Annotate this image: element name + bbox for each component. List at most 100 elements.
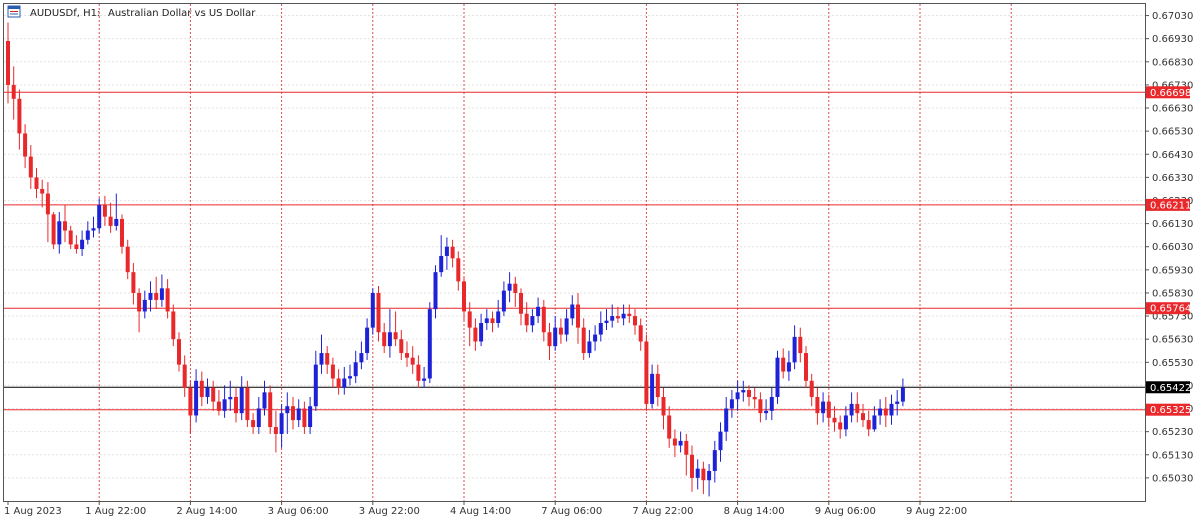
candle-body (644, 341, 649, 404)
candle (302, 401, 307, 434)
candle (536, 297, 541, 324)
y-tick-label: 0.65230 (1152, 427, 1193, 438)
candle-body (137, 292, 142, 312)
candle-body (11, 84, 16, 99)
candle-body (501, 290, 506, 312)
candle (866, 410, 871, 437)
candle-body (712, 450, 717, 471)
candle (804, 346, 808, 388)
candle-body (370, 292, 375, 328)
candle-body (108, 216, 113, 226)
grid-layer (4, 15, 1145, 479)
candle (843, 406, 848, 437)
candle (707, 464, 712, 497)
candle-body (285, 406, 290, 414)
candle-body (405, 353, 409, 358)
candle-body (325, 353, 330, 365)
candle (365, 318, 370, 360)
candle (165, 279, 170, 319)
candle-body (216, 401, 221, 411)
candle (353, 350, 358, 384)
candle-body (467, 311, 472, 328)
candle-body (729, 399, 734, 409)
candle (80, 230, 85, 256)
price-level-tag-label: 0.65422 (1150, 383, 1191, 394)
candle (519, 288, 523, 326)
candle-body (718, 431, 723, 451)
candle (627, 304, 632, 324)
candle (701, 461, 706, 495)
candle (484, 309, 489, 330)
candle-body (615, 316, 620, 319)
candle-body (826, 401, 831, 418)
candle-body (804, 353, 808, 381)
candle-body (581, 327, 586, 354)
instrument-icon[interactable] (7, 5, 21, 18)
candle-body (23, 133, 28, 157)
candle (108, 202, 113, 233)
plot-frame (3, 3, 1146, 502)
candle-body (427, 309, 432, 379)
candle (758, 392, 763, 423)
candle-body (855, 403, 860, 414)
candle (490, 311, 495, 333)
x-tick-label: 1 Aug 2023 (4, 506, 62, 517)
candle (222, 385, 227, 418)
candle-body (895, 401, 900, 404)
candle-body (57, 221, 62, 245)
candle-body (889, 403, 894, 416)
level-labels-layer: 0.66698 0.66211 0.65764 0.65422 0.65325 (1146, 86, 1191, 416)
candle-body (205, 387, 210, 397)
candle (376, 286, 381, 342)
candle-body (433, 272, 438, 310)
price-level-tag-bg (1146, 403, 1190, 416)
candle (28, 145, 33, 189)
candle (23, 124, 28, 169)
candle (405, 341, 409, 367)
candle-body (832, 417, 837, 423)
x-axis: 1 Aug 2023 1 Aug 22:00 2 Aug 14:00 3 Aug 06… (4, 501, 967, 517)
x-tick-label: 7 Aug 22:00 (632, 506, 693, 517)
candle (148, 281, 153, 312)
candle (496, 299, 501, 328)
candle-body (245, 387, 250, 421)
candle-body (479, 323, 484, 342)
candle (644, 334, 649, 411)
candle-body (376, 292, 381, 333)
candle (895, 390, 900, 416)
candle-body (672, 438, 677, 446)
candle (764, 399, 769, 421)
candle-body (416, 364, 421, 381)
candle (456, 251, 461, 291)
candle (427, 302, 432, 384)
candle-body (530, 316, 535, 326)
candle (718, 422, 723, 462)
candle-body (701, 468, 706, 481)
candle (849, 392, 854, 423)
candle (182, 355, 187, 397)
candle-body (650, 373, 655, 404)
candle (17, 89, 22, 150)
candle (462, 276, 466, 321)
candle-body (775, 357, 780, 397)
candle (450, 239, 455, 268)
price-level-tag-label: 0.65764 (1150, 304, 1191, 315)
candle-body (239, 387, 244, 414)
candle-body (883, 408, 888, 416)
candle-body (211, 387, 216, 402)
candles-layer (6, 22, 905, 497)
candle (97, 198, 102, 233)
candle-body (154, 292, 159, 300)
candle (507, 272, 512, 303)
candle-body (410, 357, 415, 365)
y-tick-label: 0.66830 (1152, 57, 1193, 68)
x-tick-label: 7 Aug 06:00 (541, 506, 602, 517)
candle (712, 440, 717, 483)
y-tick-label: 0.66530 (1152, 127, 1193, 138)
candle-body (621, 313, 626, 319)
candle (262, 380, 267, 416)
candle (861, 403, 865, 428)
candle-body (735, 392, 740, 400)
candle (530, 309, 535, 333)
